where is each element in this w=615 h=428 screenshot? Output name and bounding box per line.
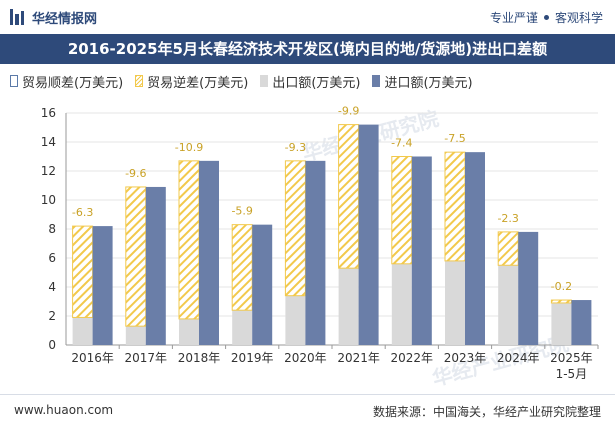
x-tick-label: 2024年 bbox=[497, 351, 540, 365]
import-bar bbox=[145, 186, 166, 345]
export-bar bbox=[445, 260, 465, 345]
deficit-swatch-icon bbox=[135, 75, 144, 87]
import-bar bbox=[305, 160, 326, 345]
export-bar bbox=[232, 310, 253, 345]
deficit-bar bbox=[72, 225, 94, 318]
data-label: -7.4 bbox=[391, 137, 412, 150]
legend-label-import: 进口额(万美元) bbox=[384, 75, 473, 91]
logo-icon bbox=[10, 9, 24, 25]
import-bar bbox=[92, 226, 113, 345]
y-tick-label: 0 bbox=[48, 338, 56, 352]
legend-label-surplus: 贸易顺差(万美元) bbox=[22, 75, 124, 91]
deficit-bar bbox=[231, 224, 253, 311]
x-tick-label: 2023年 bbox=[444, 351, 487, 365]
tagline-left: 专业严谨 bbox=[489, 11, 538, 25]
data-label: -2.3 bbox=[497, 212, 518, 225]
site-link[interactable]: www.huaon.com bbox=[14, 403, 114, 417]
export-bar bbox=[179, 318, 199, 345]
x-tick-label: 2019年 bbox=[231, 351, 274, 365]
deficit-bar bbox=[497, 231, 519, 266]
import-bar bbox=[358, 124, 379, 345]
export-bar bbox=[72, 317, 93, 345]
footer: www.huaon.com 数据来源：中国海关，华经产业研究院整理 bbox=[0, 394, 615, 428]
chart-legend: 贸易顺差(万美元) 贸易逆差(万美元) 出口额(万美元) 进口额(万美元) bbox=[10, 70, 473, 92]
import-bar bbox=[571, 300, 592, 345]
import-bar bbox=[199, 160, 219, 345]
data-label: -5.9 bbox=[231, 205, 252, 218]
brand-name: 华经情报网 bbox=[32, 11, 98, 27]
export-bar bbox=[498, 265, 519, 345]
data-label: -9.3 bbox=[285, 141, 306, 154]
deficit-bar bbox=[391, 156, 413, 265]
data-label: -10.9 bbox=[175, 141, 203, 154]
y-tick-label: 10 bbox=[41, 193, 56, 207]
import-bar bbox=[411, 156, 432, 345]
x-tick-label: 2022年 bbox=[391, 351, 434, 365]
x-tick-label: 2018年 bbox=[178, 351, 221, 365]
data-label: -9.6 bbox=[125, 167, 146, 180]
deficit-bar bbox=[550, 299, 572, 304]
legend-item-import[interactable]: 进口额(万美元) bbox=[372, 72, 473, 91]
y-tick-label: 2 bbox=[48, 309, 56, 323]
legend-item-deficit[interactable]: 贸易逆差(万美元) bbox=[135, 72, 248, 91]
import-bar bbox=[518, 231, 539, 345]
export-bar bbox=[338, 268, 359, 345]
x-tick-label: 2016年 bbox=[71, 351, 114, 365]
data-label: -7.5 bbox=[444, 132, 465, 145]
deficit-bar bbox=[125, 186, 147, 327]
x-tick-label: 2021年 bbox=[337, 351, 380, 365]
import-bar bbox=[465, 152, 485, 345]
x-tick-label: 2020年 bbox=[284, 351, 327, 365]
legend-item-export[interactable]: 出口额(万美元) bbox=[260, 72, 360, 91]
x-tick-label: 2017年 bbox=[125, 351, 168, 365]
import-swatch-icon bbox=[372, 75, 381, 87]
data-label: -0.2 bbox=[551, 280, 572, 293]
separator-dot-icon bbox=[543, 15, 549, 20]
top-bar: 华经情报网 专业严谨 客观科学 bbox=[0, 0, 615, 35]
x-tick-label: 1-5月 bbox=[556, 367, 588, 381]
brand-logo[interactable]: 华经情报网 bbox=[10, 8, 98, 27]
import-bar bbox=[252, 224, 273, 345]
deficit-bar bbox=[338, 124, 360, 269]
deficit-bar bbox=[284, 160, 306, 297]
export-bar bbox=[125, 326, 146, 345]
legend-item-surplus[interactable]: 贸易顺差(万美元) bbox=[10, 72, 123, 91]
data-label: -6.3 bbox=[72, 206, 93, 219]
legend-label-deficit: 贸易逆差(万美元) bbox=[147, 75, 249, 91]
y-tick-label: 16 bbox=[41, 106, 56, 120]
y-tick-label: 14 bbox=[41, 135, 56, 149]
data-source: 数据来源：中国海关，华经产业研究院整理 bbox=[372, 405, 601, 419]
y-tick-label: 6 bbox=[48, 251, 56, 265]
y-tick-label: 12 bbox=[41, 164, 56, 178]
data-label: -9.9 bbox=[338, 105, 359, 118]
deficit-bar bbox=[178, 160, 200, 320]
bar-chart: 0 2 4 6 8 10 12 14 16 -6.3 2016年 -9.6 2017年 -10.9 2018… bbox=[41, 105, 599, 381]
tagline-right: 客观科学 bbox=[554, 11, 603, 25]
export-bar bbox=[391, 263, 412, 345]
chart-title: 2016-2025年5月长春经济技术开发区(境内目的地/货源地)进出口差额 bbox=[0, 34, 615, 64]
deficit-bar bbox=[444, 151, 466, 262]
tagline: 专业严谨 客观科学 bbox=[490, 9, 603, 26]
y-tick-label: 4 bbox=[48, 280, 56, 294]
export-bar bbox=[551, 302, 572, 345]
export-bar bbox=[285, 295, 306, 345]
legend-label-export: 出口额(万美元) bbox=[272, 75, 361, 91]
y-tick-label: 8 bbox=[48, 222, 56, 236]
export-swatch-icon bbox=[260, 75, 269, 87]
x-tick-label: 2025年 bbox=[550, 351, 593, 365]
surplus-swatch-icon bbox=[10, 75, 18, 87]
